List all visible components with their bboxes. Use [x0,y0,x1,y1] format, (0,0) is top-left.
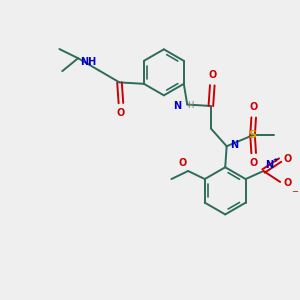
Text: O: O [117,108,125,118]
Text: N: N [265,160,273,170]
Text: O: O [250,102,258,112]
Text: S: S [249,130,256,140]
Text: O: O [284,178,292,188]
Text: N: N [230,140,238,150]
Text: N: N [173,101,181,111]
Text: NH: NH [80,57,97,67]
Text: H: H [187,101,193,110]
Text: O: O [208,70,216,80]
Text: O: O [284,154,292,164]
Text: O: O [178,158,187,167]
Text: O: O [250,158,258,168]
Text: −: − [291,187,298,196]
Text: +: + [273,157,279,163]
